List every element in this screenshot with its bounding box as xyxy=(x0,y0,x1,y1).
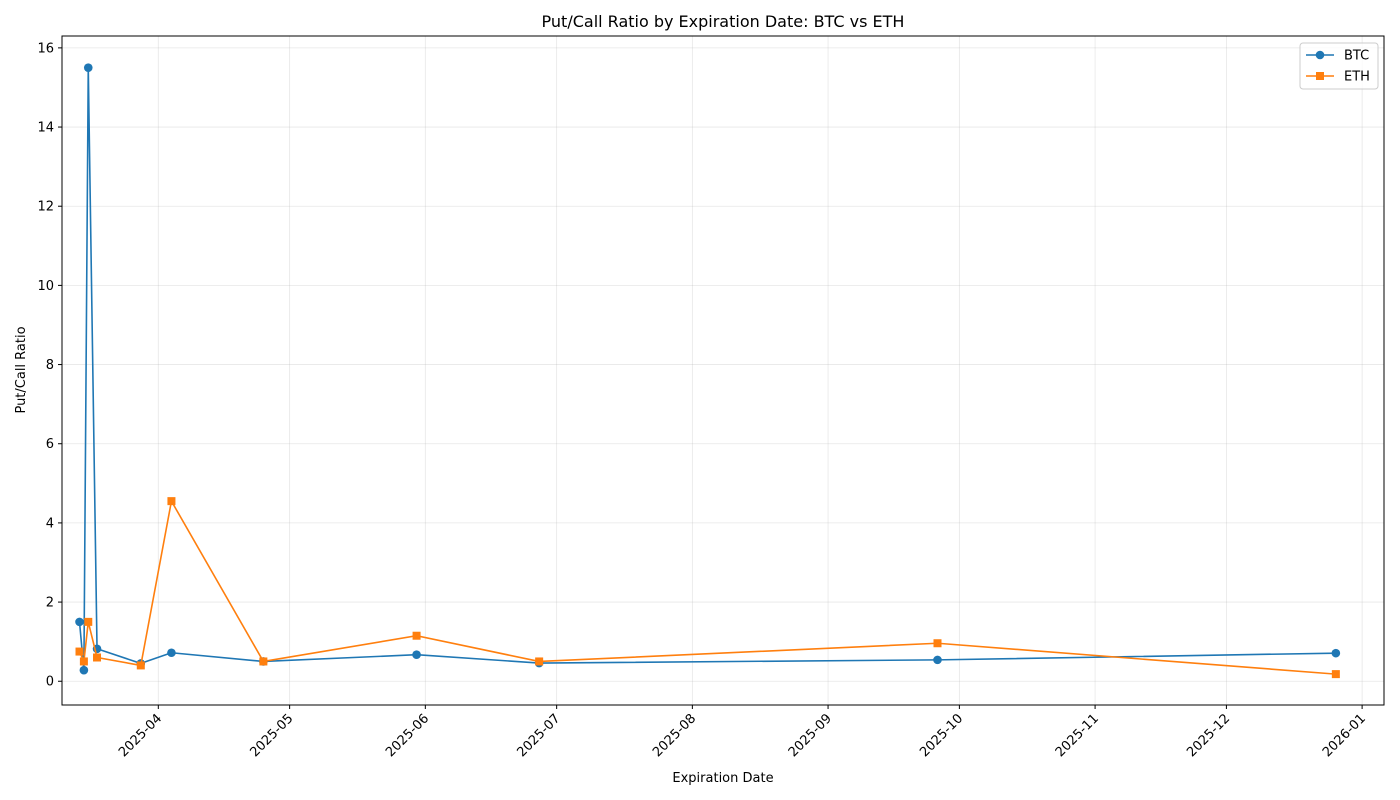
y-tick-label: 16 xyxy=(37,41,54,56)
y-tick-label: 0 xyxy=(46,675,54,690)
plot-series xyxy=(75,63,1341,679)
grid xyxy=(62,36,1384,705)
y-tick-label: 4 xyxy=(46,516,54,531)
data-point xyxy=(259,657,268,666)
data-point xyxy=(83,63,93,72)
data-point xyxy=(1331,670,1340,679)
legend-label: ETH xyxy=(1344,70,1370,85)
data-point xyxy=(136,661,145,670)
data-point xyxy=(75,647,84,656)
data-point xyxy=(412,631,421,640)
data-point xyxy=(933,655,942,665)
plot-frame xyxy=(61,35,1385,706)
legend-item-btc: BTC xyxy=(1306,49,1369,64)
data-point xyxy=(167,648,176,658)
x-axis-label: Expiration Date xyxy=(672,771,773,786)
legend-marker xyxy=(1316,72,1324,80)
y-tick-label: 8 xyxy=(46,358,54,373)
y-tick-label: 12 xyxy=(37,200,54,215)
data-point xyxy=(167,497,176,506)
data-point xyxy=(933,639,942,648)
data-point xyxy=(93,653,102,662)
legend-marker xyxy=(1315,50,1325,60)
y-tick-label: 10 xyxy=(37,279,54,294)
data-point xyxy=(412,650,421,660)
data-point xyxy=(79,657,88,666)
y-tick-label: 6 xyxy=(46,437,54,452)
y-axis-label: Put/Call Ratio xyxy=(14,326,29,413)
chart-title: Put/Call Ratio by Expiration Date: BTC v… xyxy=(542,12,905,31)
data-point xyxy=(79,665,89,675)
y-tick-label: 14 xyxy=(37,121,54,136)
data-point xyxy=(75,617,84,627)
data-point xyxy=(535,657,544,666)
legend: BTC ETH xyxy=(1299,42,1379,90)
legend-item-eth: ETH xyxy=(1306,70,1370,85)
series-eth xyxy=(75,497,1340,679)
y-tick-label: 2 xyxy=(46,596,54,611)
legend-label: BTC xyxy=(1344,49,1369,64)
data-point xyxy=(84,617,93,626)
data-point xyxy=(1331,648,1341,658)
